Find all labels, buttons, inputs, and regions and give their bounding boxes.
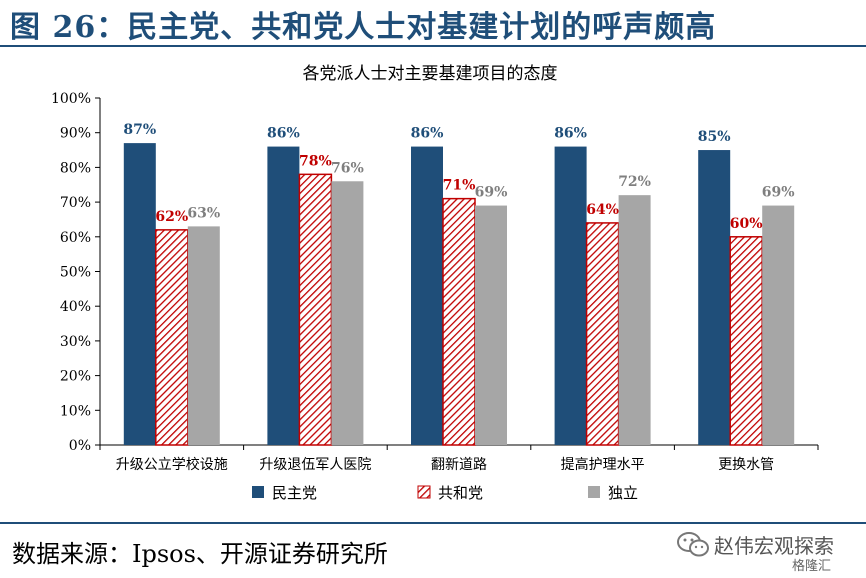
x-axis: 升级公立学校设施 升级退伍军人医院 翻新道路 提高护理水平 更换水管 xyxy=(99,444,819,473)
legend-label-independent: 独立 xyxy=(608,484,638,502)
data-label-independent: 69% xyxy=(762,185,795,201)
data-label-democrat: 87% xyxy=(123,122,156,138)
data-label-democrat: 86% xyxy=(267,126,300,142)
bar-democrat xyxy=(123,143,156,446)
data-label-republican: 60% xyxy=(730,216,763,232)
bar-republican xyxy=(729,236,763,446)
bar-democrat xyxy=(267,146,300,445)
bar-democrat xyxy=(411,146,443,445)
x-tick-label: 更换水管 xyxy=(718,456,774,473)
legend-swatch-democrat xyxy=(252,486,264,498)
bar-republican xyxy=(442,197,476,446)
y-tick-label: 60% xyxy=(60,230,91,246)
bar-independent xyxy=(331,181,364,445)
footer-rule xyxy=(0,522,866,524)
bar-independent xyxy=(187,226,220,445)
data-label-democrat: 85% xyxy=(698,129,731,145)
bar-democrat xyxy=(698,150,731,446)
data-label-republican: 78% xyxy=(299,153,332,169)
data-label-independent: 76% xyxy=(331,160,364,176)
legend-swatch-independent xyxy=(588,486,600,498)
y-tick-label: 100% xyxy=(51,91,91,107)
watermark-text: 赵伟宏观探索 xyxy=(714,534,834,558)
bar-independent xyxy=(475,205,507,445)
bar-republican xyxy=(298,173,333,446)
y-tick-label: 20% xyxy=(60,369,91,385)
bar-republican xyxy=(155,229,189,446)
bar-democrat xyxy=(554,146,587,445)
y-tick-label: 10% xyxy=(60,403,91,419)
source-note: 数据来源：Ipsos、开源证券研究所 xyxy=(12,540,388,568)
legend-swatch-republican xyxy=(417,485,431,499)
bars xyxy=(123,143,795,446)
data-label-independent: 72% xyxy=(618,174,651,190)
header-rule xyxy=(0,45,866,47)
y-tick-label: 90% xyxy=(60,126,91,142)
watermark-sub: 格隆汇 xyxy=(792,559,832,574)
x-tick-label: 升级公立学校设施 xyxy=(116,456,228,473)
legend: 民主党 共和党 独立 xyxy=(252,484,638,502)
y-tick-label: 50% xyxy=(60,265,91,281)
y-axis: 0% 10% 20% 30% 40% 50% 60% 70% 80% 90% 100% xyxy=(51,91,101,454)
bar-republican xyxy=(585,222,620,446)
y-tick-label: 0% xyxy=(69,438,91,454)
data-label-republican: 71% xyxy=(443,178,476,194)
wechat-icon xyxy=(677,532,709,557)
legend-label-democrat: 民主党 xyxy=(272,484,317,502)
x-tick-label: 翻新道路 xyxy=(431,457,487,473)
figure-title: 图 26：民主党、共和党人士对基建计划的呼声颇高 xyxy=(10,10,717,45)
data-label-democrat: 86% xyxy=(554,126,587,142)
chart-title: 各党派人士对主要基建项目的态度 xyxy=(303,64,558,84)
data-label-independent: 69% xyxy=(475,185,508,201)
x-tick-label: 升级退伍军人医院 xyxy=(259,457,371,473)
data-label-independent: 63% xyxy=(187,205,220,221)
data-label-democrat: 86% xyxy=(411,126,444,142)
y-tick-label: 80% xyxy=(60,160,91,176)
data-label-republican: 62% xyxy=(155,209,188,225)
watermark: 赵伟宏观探索 格隆汇 xyxy=(674,528,864,574)
figure-header: 图 26：民主党、共和党人士对基建计划的呼声颇高 xyxy=(0,0,866,45)
y-tick-label: 70% xyxy=(60,195,91,211)
bar-chart: 各党派人士对主要基建项目的态度 0% 10% 20% 30% 40% 50% 60% 70% 8… xyxy=(51,64,819,502)
y-tick-label: 40% xyxy=(60,299,91,315)
x-tick-label: 提高护理水平 xyxy=(561,456,645,473)
bar-independent xyxy=(762,205,795,445)
y-tick-label: 30% xyxy=(60,334,91,350)
bar-labels: 87% 86% 86% 86% 85% 62% 78% 71% 64% 60% 63% 76% 69% 7… xyxy=(123,122,794,232)
data-label-republican: 64% xyxy=(586,202,619,218)
bar-independent xyxy=(618,195,651,445)
legend-label-republican: 共和党 xyxy=(438,484,483,502)
